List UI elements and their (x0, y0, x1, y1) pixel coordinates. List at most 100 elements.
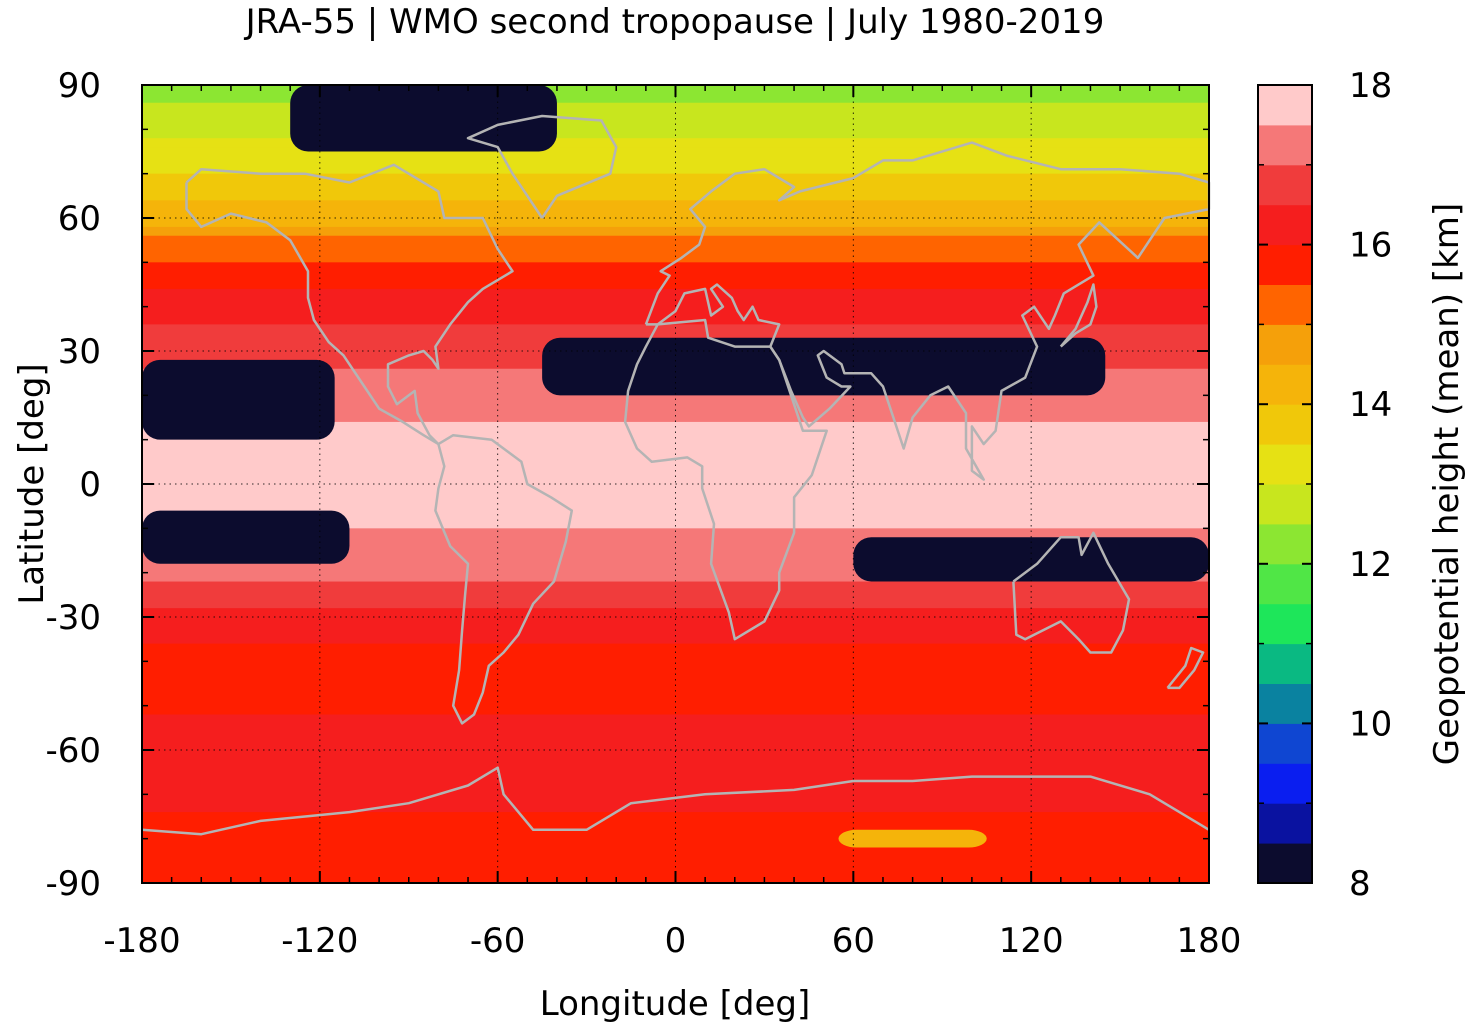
heatmap-band (142, 457, 1209, 467)
heatmap-band (142, 475, 1209, 485)
coastlines (141, 114, 1211, 836)
coastline (185, 163, 514, 446)
heatmap-band (142, 501, 1209, 512)
colorbar-tick-label: 14 (1349, 385, 1392, 425)
x-tick-label: 60 (832, 921, 875, 961)
colorbar-segment (1258, 763, 1312, 804)
heatmap-band (142, 687, 1209, 698)
colorbar-tick-label: 18 (1349, 66, 1392, 106)
colorbar-segment (1258, 164, 1312, 206)
colorbar-segment (1258, 124, 1312, 166)
colorbar-segment (1258, 523, 1312, 565)
chart-title: JRA-55 | WMO second tropopause | July 19… (244, 2, 1105, 42)
colorbar-segment (1258, 204, 1312, 246)
colorbar-segment (1258, 643, 1312, 684)
heatmap-band (142, 838, 1209, 849)
coastline (1166, 646, 1205, 690)
heatmap-band (142, 519, 1209, 529)
heatmap-band (142, 723, 1209, 733)
y-tick-label: 0 (79, 465, 101, 505)
heatmap-band (142, 750, 1209, 760)
x-tick-label: -60 (470, 921, 526, 961)
y-tick-label: 60 (58, 199, 101, 239)
heatmap-band (142, 430, 1209, 441)
heatmap-band (142, 93, 1209, 104)
heatmap-band (142, 395, 1209, 405)
heatmap-region (142, 359, 335, 440)
heatmap-band (142, 413, 1209, 423)
heatmap-band (142, 803, 1209, 813)
y-axis-ticks: 90 60 30 0 -30 -60 -90 (45, 66, 1209, 904)
colorbar-label: Geopotential height (mean) [km] (1427, 203, 1467, 765)
heatmap-band (142, 324, 1209, 334)
heatmap-region (142, 510, 350, 564)
heatmap-band (142, 164, 1209, 175)
heatmap-band (142, 820, 1209, 831)
x-tick-label: -120 (281, 921, 358, 961)
colorbar-segment (1258, 723, 1312, 764)
heatmap-band (142, 226, 1209, 237)
heatmap-band (142, 484, 1209, 494)
heatmap-band (142, 767, 1209, 778)
heatmap-band (142, 173, 1209, 184)
y-tick-label: 90 (58, 66, 101, 106)
colorbar-segment (1258, 484, 1312, 525)
heatmap-band (142, 572, 1209, 583)
heatmap-band (142, 138, 1209, 148)
colorbar-segment (1258, 404, 1312, 445)
heatmap-band (142, 776, 1209, 787)
heatmap-region (838, 829, 987, 848)
x-tick-label: -180 (103, 921, 180, 961)
heatmap-band (142, 182, 1209, 192)
heatmap-band (142, 758, 1209, 769)
heatmap-band (142, 714, 1209, 724)
heatmap-band (142, 439, 1209, 450)
colorbar-segment (1258, 603, 1312, 645)
heatmap-band (142, 244, 1209, 255)
heatmap-band (142, 129, 1209, 139)
heatmap-band (142, 271, 1209, 281)
heatmap-band (142, 563, 1209, 574)
heatmap-band (142, 679, 1209, 689)
colorbar-ticks: 18 16 14 12 10 8 (1258, 66, 1392, 904)
heatmap-band (142, 705, 1209, 716)
heatmap-band (142, 288, 1209, 299)
heatmap-region (290, 85, 557, 152)
coastline (434, 433, 574, 725)
heatmap-band (142, 847, 1209, 857)
heatmap-region (542, 337, 1106, 396)
colorbar-segment (1258, 244, 1312, 285)
coastline (466, 114, 618, 219)
colorbar-segment (1258, 364, 1312, 405)
heatmap-band (142, 643, 1209, 654)
x-tick-label: 120 (999, 921, 1064, 961)
heatmap-band (142, 315, 1209, 325)
heatmap-band (142, 200, 1209, 210)
colorbar-tick-label: 8 (1349, 864, 1371, 904)
heatmap-band (142, 155, 1209, 166)
gridlines (142, 85, 1209, 883)
y-tick-label: -30 (45, 598, 101, 638)
heatmap-band (142, 253, 1209, 263)
x-axis-label: Longitude [deg] (540, 984, 811, 1024)
colorbar-segment (1258, 563, 1312, 605)
x-tick-label: 180 (1177, 921, 1242, 961)
heatmap-band (142, 608, 1209, 618)
coastline (141, 766, 1210, 836)
coastline (623, 318, 828, 641)
heatmap-band (142, 297, 1209, 308)
heatmap-band (142, 634, 1209, 645)
heatmap-band (142, 590, 1209, 600)
coastline (1012, 531, 1131, 654)
colorbar-segment (1258, 85, 1312, 126)
heatmap-band (142, 404, 1209, 414)
y-tick-label: 30 (58, 332, 101, 372)
y-tick-label: -60 (45, 731, 101, 771)
colorbar-tick-label: 10 (1349, 704, 1392, 744)
colorbar-segment (1258, 324, 1312, 365)
heatmap-band (142, 528, 1209, 538)
heatmap-band (142, 546, 1209, 556)
x-axis-ticks: -180 -120 -60 0 60 120 180 (103, 85, 1241, 961)
heatmap-band (142, 732, 1209, 742)
y-tick-label: -90 (45, 864, 101, 904)
